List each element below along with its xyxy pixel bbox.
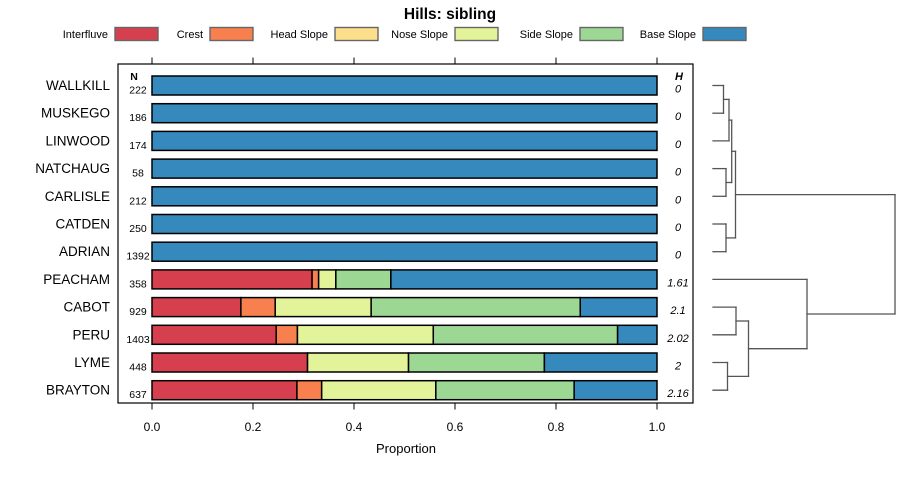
stacked-bars xyxy=(151,75,658,401)
bar-segment-nose-slope xyxy=(320,379,437,401)
bar-segment-interfluve xyxy=(151,352,309,373)
bar-segment-base-slope xyxy=(151,186,658,207)
h-value: 0 xyxy=(675,84,682,96)
bar-segment-nose-slope xyxy=(274,296,372,318)
legend-swatch xyxy=(334,26,379,42)
dendrogram xyxy=(712,84,896,391)
legend-label: Head Slope xyxy=(271,29,329,41)
plot-frame xyxy=(117,63,694,404)
row-label: ADRIAN xyxy=(59,244,110,259)
bar-segment-base-slope xyxy=(151,75,658,96)
n-value: 929 xyxy=(129,306,147,318)
bar-segment-side-slope xyxy=(370,296,581,318)
row-label: WALLKILL xyxy=(46,78,111,93)
n-value: 448 xyxy=(129,362,147,374)
legend-label: Interfluve xyxy=(63,29,108,41)
n-value: 1392 xyxy=(126,251,150,263)
bar-segment-base-slope xyxy=(151,213,658,235)
bar-segment-side-slope xyxy=(435,379,575,401)
n-value: 637 xyxy=(129,389,147,401)
bar-segment-crest xyxy=(240,296,276,318)
bar-segment-base-slope xyxy=(616,324,658,346)
row-label: BRAYTON xyxy=(46,383,110,398)
bar-segment-side-slope xyxy=(335,269,392,290)
bar-segment-interfluve xyxy=(151,296,242,318)
bar-segment-base-slope xyxy=(151,102,658,124)
n-value: 58 xyxy=(132,168,144,180)
row-label: PERU xyxy=(72,327,110,342)
bar-segment-side-slope xyxy=(432,324,619,346)
row-label: LINWOOD xyxy=(45,133,110,148)
tick-label: 1.0 xyxy=(649,420,666,434)
bar-segment-nose-slope xyxy=(306,352,410,373)
row-label: LYME xyxy=(74,355,110,370)
n-value: 250 xyxy=(129,223,147,235)
bar-segment-interfluve xyxy=(151,269,313,290)
legend-swatch xyxy=(579,26,624,42)
bar-segment-base-slope xyxy=(151,130,658,152)
legend-label: Base Slope xyxy=(640,29,696,41)
bar-segment-base-slope xyxy=(573,379,658,401)
bar-segment-base-slope xyxy=(579,296,658,318)
tick-label: 0.2 xyxy=(245,420,262,434)
bar-segment-side-slope xyxy=(407,352,546,373)
h-column-header: H xyxy=(675,71,684,83)
row-label: CABOT xyxy=(63,300,110,315)
legend: Interfluve Crest Head Slope Nose Slope Side … xyxy=(63,26,747,42)
bar-segment-crest xyxy=(275,324,299,346)
bar-segment-interfluve xyxy=(151,379,298,401)
bar-segment-base-slope xyxy=(390,269,658,290)
n-value: 174 xyxy=(129,140,147,152)
row-label: CARLISLE xyxy=(45,189,110,204)
h-value: 2.1 xyxy=(669,305,685,317)
x-axis-title: Proportion xyxy=(376,441,436,456)
legend-label: Side Slope xyxy=(520,29,573,41)
n-value: 1403 xyxy=(126,334,150,346)
h-value: 1.61 xyxy=(667,277,688,289)
legend-swatch xyxy=(209,26,254,42)
row-label: PEACHAM xyxy=(43,272,110,287)
row-labels: WALLKILL 222 0 MUSKEGO 186 0 LINWOOD 174 0 NATCHA… xyxy=(35,78,689,401)
h-value: 0 xyxy=(675,250,682,262)
tick-label: 0.6 xyxy=(447,420,464,434)
tick-label: 0.0 xyxy=(144,420,161,434)
tick-label: 0.8 xyxy=(548,420,565,434)
n-value: 222 xyxy=(129,85,147,97)
x-axis: 0.0 0.2 0.4 0.6 0.8 1.0 xyxy=(144,57,666,434)
h-value: 2.16 xyxy=(666,388,689,400)
h-value: 0 xyxy=(675,194,682,206)
bar-segment-interfluve xyxy=(151,324,277,346)
h-value: 0 xyxy=(675,139,682,151)
bar-segment-nose-slope xyxy=(317,269,337,290)
n-value: 186 xyxy=(129,112,147,124)
legend-label: Nose Slope xyxy=(391,29,448,41)
h-value: 0 xyxy=(675,167,682,179)
bar-segment-base-slope xyxy=(151,158,658,179)
h-value: 2 xyxy=(674,361,681,373)
bar-segment-crest xyxy=(296,379,323,401)
row-label: MUSKEGO xyxy=(41,106,110,121)
tick-label: 0.4 xyxy=(346,420,363,434)
h-value: 0 xyxy=(675,222,682,234)
bar-segment-crest xyxy=(311,269,320,290)
row-label: CATDEN xyxy=(55,217,110,232)
n-column-header: N xyxy=(130,71,138,83)
n-value: 358 xyxy=(129,278,147,290)
legend-swatch xyxy=(702,26,747,42)
legend-swatch xyxy=(114,26,159,42)
h-value: 0 xyxy=(675,111,682,123)
legend-label: Crest xyxy=(177,29,203,41)
h-value: 2.02 xyxy=(666,333,688,345)
n-value: 212 xyxy=(129,195,147,207)
bar-segment-base-slope xyxy=(151,241,658,262)
bar-segment-nose-slope xyxy=(296,324,435,346)
row-label: NATCHAUG xyxy=(35,161,110,176)
bar-segment-base-slope xyxy=(543,352,658,373)
legend-swatch xyxy=(454,26,499,42)
chart-title: Hills: sibling xyxy=(404,6,496,23)
